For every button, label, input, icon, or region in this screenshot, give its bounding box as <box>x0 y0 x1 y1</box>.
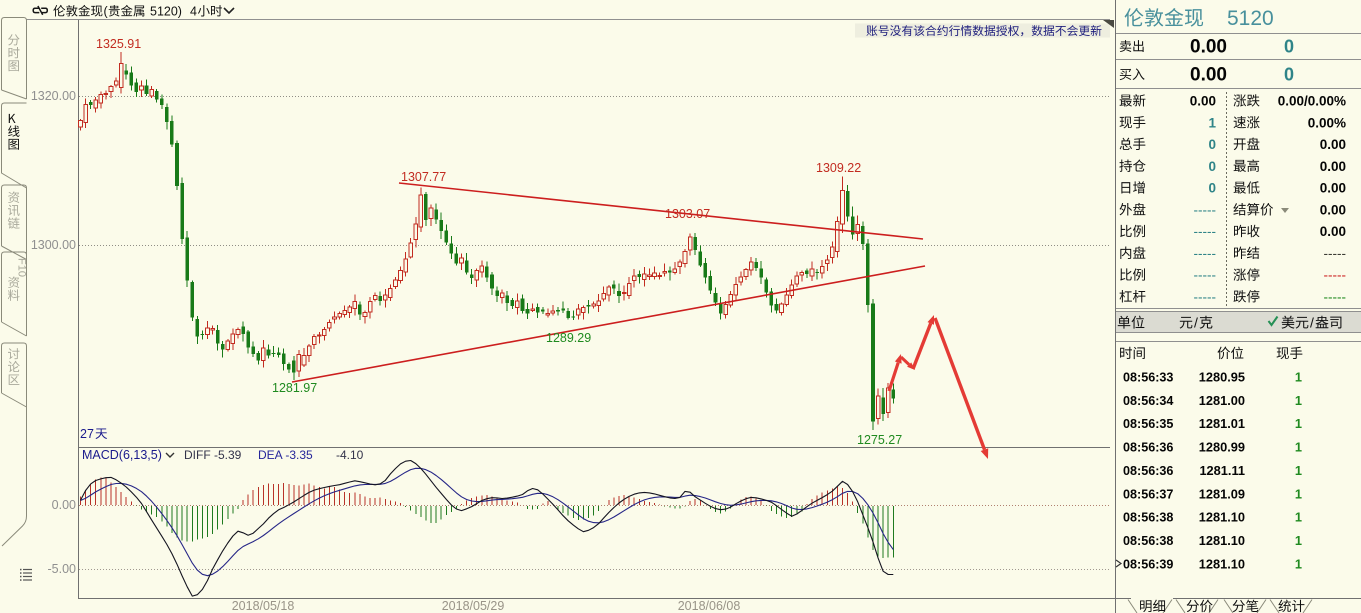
svg-text:1281.00: 1281.00 <box>1199 393 1245 408</box>
svg-text:-5.00: -5.00 <box>48 562 77 576</box>
svg-text:0.00: 0.00 <box>1320 202 1346 217</box>
svg-text:08:56:34: 08:56:34 <box>1123 394 1173 408</box>
svg-text:1: 1 <box>1295 556 1302 571</box>
svg-text:1320.00: 1320.00 <box>31 89 76 103</box>
svg-text:1325.91: 1325.91 <box>96 37 141 51</box>
svg-text:1300.00: 1300.00 <box>31 238 76 252</box>
svg-text:1: 1 <box>1295 440 1302 455</box>
svg-text:1: 1 <box>1208 115 1216 130</box>
svg-text:0.00: 0.00 <box>1190 65 1227 86</box>
svg-text:1281.01: 1281.01 <box>1199 416 1245 431</box>
svg-text:0: 0 <box>1208 181 1216 196</box>
svg-text:-4.10: -4.10 <box>336 448 364 462</box>
svg-text:1: 1 <box>1295 393 1302 408</box>
svg-text:0.00/0.00%: 0.00/0.00% <box>1278 94 1346 109</box>
svg-text:1280.95: 1280.95 <box>1199 370 1245 385</box>
svg-text:MACD(6,13,5): MACD(6,13,5) <box>82 448 162 462</box>
svg-text:0.00%: 0.00% <box>1308 115 1346 130</box>
svg-text:1281.09: 1281.09 <box>1199 486 1245 501</box>
svg-text:1: 1 <box>1295 533 1302 548</box>
svg-text:1: 1 <box>1295 510 1302 525</box>
svg-text:0.00: 0.00 <box>1320 137 1346 152</box>
svg-text:-----: ----- <box>1324 268 1346 283</box>
svg-text:08:56:38: 08:56:38 <box>1123 511 1173 525</box>
svg-text:1: 1 <box>1295 463 1302 478</box>
svg-text:0.00: 0.00 <box>1320 159 1346 174</box>
svg-text:5120: 5120 <box>1227 7 1274 30</box>
svg-text:1303.07: 1303.07 <box>665 207 710 221</box>
svg-text:0: 0 <box>1284 65 1294 85</box>
svg-text:(: ( <box>104 5 109 19</box>
svg-text:1289.29: 1289.29 <box>546 331 591 345</box>
svg-text:1281.10: 1281.10 <box>1199 533 1245 548</box>
svg-text:2018/05/29: 2018/05/29 <box>442 599 505 613</box>
svg-text:1309.22: 1309.22 <box>816 161 861 175</box>
svg-text:08:56:39: 08:56:39 <box>1123 557 1173 571</box>
svg-text:08:56:33: 08:56:33 <box>1123 371 1173 385</box>
svg-text:-----: ----- <box>1194 202 1216 217</box>
svg-text:-----: ----- <box>1194 246 1216 261</box>
svg-text:08:56:38: 08:56:38 <box>1123 534 1173 548</box>
svg-text:1307.77: 1307.77 <box>401 170 446 184</box>
svg-text:-----: ----- <box>1194 268 1216 283</box>
svg-text:-----: ----- <box>1324 246 1346 261</box>
svg-text:0.00: 0.00 <box>1320 224 1346 239</box>
svg-text:4: 4 <box>190 5 197 19</box>
svg-text:08:56:35: 08:56:35 <box>1123 417 1173 431</box>
svg-text:-----: ----- <box>1324 289 1346 304</box>
svg-text:1281.10: 1281.10 <box>1199 556 1245 571</box>
svg-text:2018/05/18: 2018/05/18 <box>232 599 295 613</box>
svg-text:-----: ----- <box>1194 289 1216 304</box>
svg-text:1281.97: 1281.97 <box>272 381 317 395</box>
svg-text:1281.11: 1281.11 <box>1199 463 1245 478</box>
svg-text:0: 0 <box>1208 137 1216 152</box>
svg-text:DIFF -5.39: DIFF -5.39 <box>184 448 242 462</box>
svg-text:DEA -3.35: DEA -3.35 <box>258 448 313 462</box>
svg-text:5120): 5120) <box>150 5 182 19</box>
svg-text:27: 27 <box>80 427 94 441</box>
svg-text:0: 0 <box>1208 159 1216 174</box>
svg-text:F10: F10 <box>16 258 28 277</box>
svg-text:1280.99: 1280.99 <box>1199 440 1245 455</box>
svg-text:0.00: 0.00 <box>1190 94 1216 109</box>
svg-text:08:56:36: 08:56:36 <box>1123 441 1173 455</box>
svg-text:1: 1 <box>1295 416 1302 431</box>
svg-text:08:56:37: 08:56:37 <box>1123 487 1173 501</box>
svg-text:0.00: 0.00 <box>1190 37 1227 58</box>
svg-text:0.00: 0.00 <box>1320 181 1346 196</box>
svg-text:1: 1 <box>1295 370 1302 385</box>
svg-text:1: 1 <box>1295 486 1302 501</box>
svg-text:-----: ----- <box>1194 224 1216 239</box>
svg-text:/: / <box>1310 315 1314 331</box>
svg-text:0.00: 0.00 <box>52 498 76 512</box>
svg-text:0: 0 <box>1284 37 1294 57</box>
svg-text:/: / <box>1194 315 1198 331</box>
svg-text:08:56:36: 08:56:36 <box>1123 464 1173 478</box>
svg-text:1275.27: 1275.27 <box>857 433 902 447</box>
svg-text:1281.10: 1281.10 <box>1199 510 1245 525</box>
svg-text:2018/06/08: 2018/06/08 <box>678 599 741 613</box>
